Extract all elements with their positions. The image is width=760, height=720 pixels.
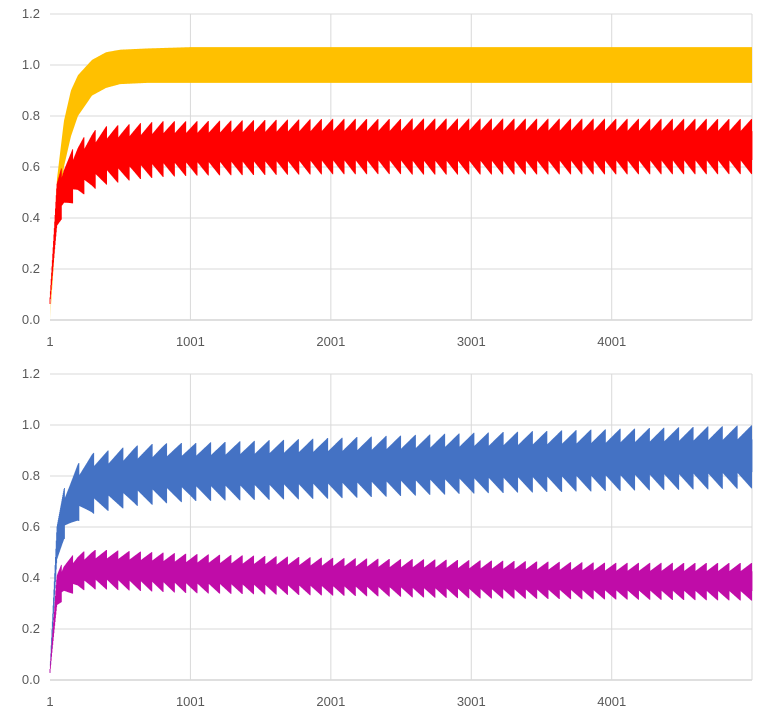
series-oscillation [49,549,753,673]
x-tick-label: 1001 [176,334,205,349]
x-tick-label: 4001 [597,694,626,709]
y-tick-label: 0.4 [22,210,40,225]
y-tick-label: 0.8 [22,468,40,483]
y-tick-label: 0.6 [22,159,40,174]
x-tick-label: 1 [46,334,53,349]
y-tick-label: 1.2 [22,366,40,381]
y-tick-label: 0.0 [22,312,40,327]
x-tick-label: 2001 [316,334,345,349]
series-oscillation [49,425,753,673]
y-tick-label: 1.2 [22,6,40,21]
chart-top: 0.0 0.2 0.4 0.6 0.8 1.0 1.2 1 1001 2001 3001 4001 [22,6,753,349]
series-2 [49,549,753,673]
y-tick-label: 0.4 [22,570,40,585]
x-tick-label: 3001 [457,694,486,709]
x-tick-label: 1 [46,694,53,709]
y-tick-label: 0.8 [22,108,40,123]
x-tick-label: 1001 [176,694,205,709]
y-tick-label: 1.0 [22,417,40,432]
series-band [50,47,752,321]
series-1 [50,47,752,321]
y-tick-label: 0.0 [22,672,40,687]
y-tick-label: 0.2 [22,261,40,276]
y-tick-label: 0.6 [22,519,40,534]
x-tick-label: 3001 [457,334,486,349]
y-tick-label: 1.0 [22,57,40,72]
series-2 [49,118,753,304]
chart-bottom-svg: 0.0 0.2 0.4 0.6 0.8 1.0 1.2 1 1001 2001 3001 4001 [22,366,753,709]
x-tick-label: 2001 [316,694,345,709]
series-oscillation [49,118,753,304]
y-tick-label: 0.2 [22,621,40,636]
x-tick-label: 4001 [597,334,626,349]
chart-bottom: 0.0 0.2 0.4 0.6 0.8 1.0 1.2 1 1001 2001 3001 4001 [0,360,760,720]
series-1 [49,425,753,673]
chart-top-svg: 0.0 0.2 0.4 0.6 0.8 1.0 1.2 1 1001 2001 3001 4001 [22,6,753,349]
